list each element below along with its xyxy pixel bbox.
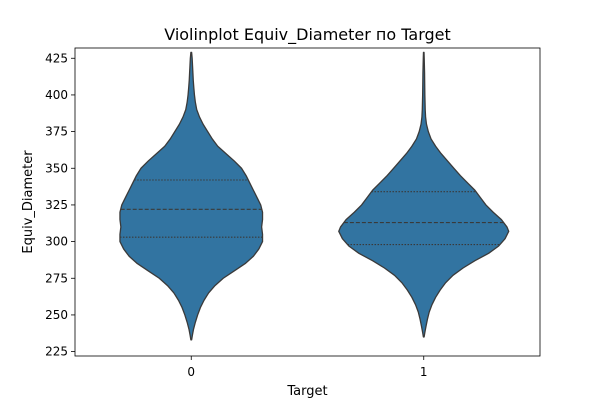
y-tick-label: 325	[45, 198, 68, 212]
y-tick-label: 250	[45, 308, 68, 322]
x-axis-label: Target	[286, 384, 327, 399]
y-axis: 225 250 275 300 325 350 375 400 425	[45, 51, 75, 359]
y-tick-label: 425	[45, 51, 68, 65]
y-tick-label: 375	[45, 125, 68, 139]
x-tick-label: 0	[187, 365, 195, 379]
y-tick-label: 275	[45, 271, 68, 285]
plot-area	[119, 51, 510, 341]
y-tick-label: 400	[45, 88, 68, 102]
x-tick-label: 1	[420, 365, 428, 379]
y-tick-label: 300	[45, 235, 68, 249]
axes-frame	[74, 47, 541, 357]
y-axis-label: Equiv_Diameter	[21, 150, 36, 254]
violin-body-0	[119, 51, 264, 341]
violin-body-1	[338, 51, 510, 338]
chart-title: Violinplot Equiv_Diameter по Target	[164, 25, 451, 45]
y-tick-label: 225	[45, 345, 68, 359]
y-tick-label: 350	[45, 161, 68, 175]
